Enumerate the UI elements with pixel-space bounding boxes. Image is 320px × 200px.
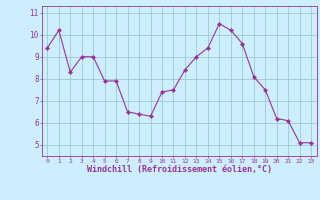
X-axis label: Windchill (Refroidissement éolien,°C): Windchill (Refroidissement éolien,°C) (87, 165, 272, 174)
